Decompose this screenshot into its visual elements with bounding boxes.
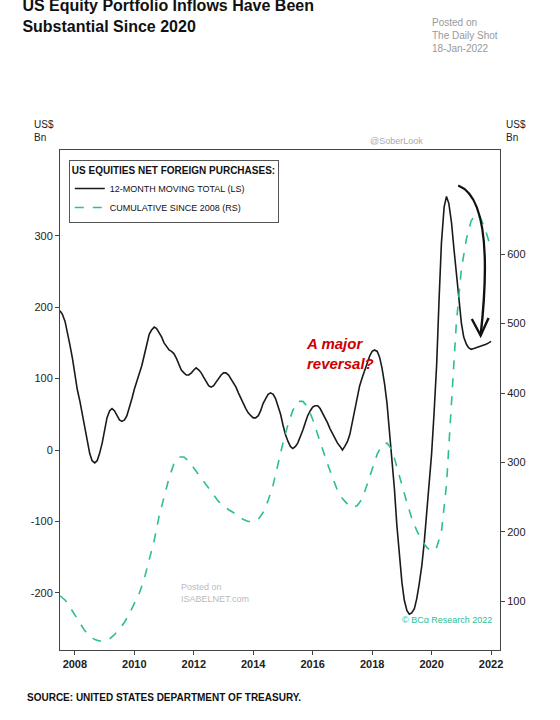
- svg-text:300: 300: [34, 230, 52, 242]
- svg-text:600: 600: [507, 248, 525, 260]
- svg-text:2012: 2012: [182, 658, 206, 670]
- svg-text:US Equity Portfolio Inflows Ha: US Equity Portfolio Inflows Have BeenSub…: [22, 0, 314, 35]
- svg-text:CUMULATIVE SINCE 2008 (RS): CUMULATIVE SINCE 2008 (RS): [110, 203, 241, 213]
- svg-text:US$Bn: US$Bn: [506, 119, 526, 143]
- svg-text:2008: 2008: [63, 658, 87, 670]
- svg-text:2016: 2016: [300, 658, 324, 670]
- svg-text:-100: -100: [31, 515, 53, 527]
- svg-text:US$Bn: US$Bn: [34, 119, 54, 143]
- svg-text:0: 0: [47, 444, 53, 456]
- svg-text:100: 100: [34, 372, 52, 384]
- svg-text:© BCα Research 2022: © BCα Research 2022: [402, 615, 492, 625]
- svg-text:12-MONTH MOVING TOTAL (LS): 12-MONTH MOVING TOTAL (LS): [110, 184, 245, 194]
- svg-text:2014: 2014: [241, 658, 266, 670]
- svg-text:200: 200: [34, 301, 52, 313]
- svg-text:Posted onISABELNET.com: Posted onISABELNET.com: [181, 582, 249, 604]
- svg-text:2018: 2018: [360, 658, 384, 670]
- svg-text:2010: 2010: [122, 658, 146, 670]
- svg-text:500: 500: [507, 317, 525, 329]
- svg-text:A majorreversal?: A majorreversal?: [306, 335, 374, 372]
- svg-text:2020: 2020: [419, 658, 443, 670]
- svg-text:400: 400: [507, 387, 525, 399]
- svg-text:US EQUITIES NET FOREIGN PURCHA: US EQUITIES NET FOREIGN PURCHASES:: [72, 165, 275, 176]
- svg-text:100: 100: [507, 595, 525, 607]
- svg-text:SOURCE: UNITED STATES DEPARTME: SOURCE: UNITED STATES DEPARTMENT OF TREA…: [27, 692, 301, 703]
- svg-text:@SoberLook: @SoberLook: [370, 136, 423, 146]
- svg-text:2022: 2022: [479, 658, 503, 670]
- svg-text:Posted onThe Daily Shot18-Jan-: Posted onThe Daily Shot18-Jan-2022: [432, 17, 498, 54]
- svg-text:-200: -200: [31, 587, 53, 599]
- svg-text:200: 200: [507, 526, 525, 538]
- svg-text:300: 300: [507, 456, 525, 468]
